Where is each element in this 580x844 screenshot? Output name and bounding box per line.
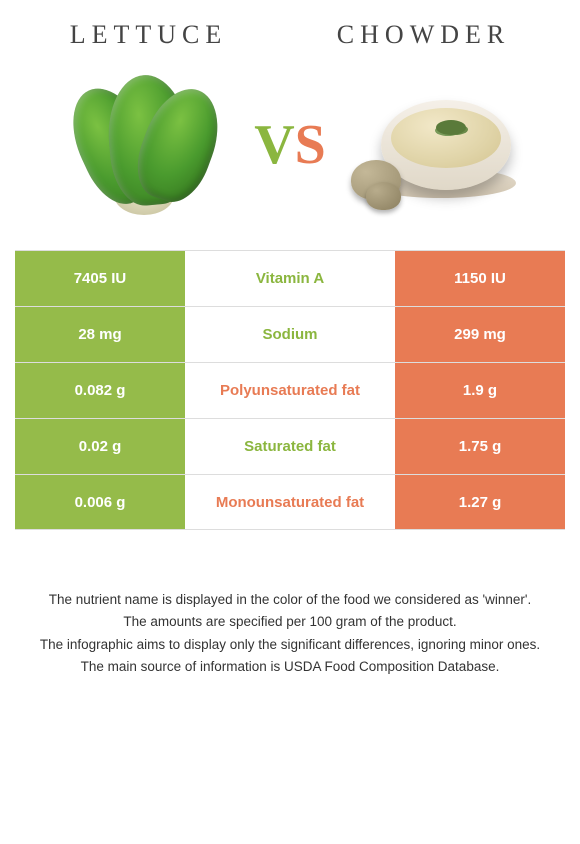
left-value: 0.02 g [15,419,185,474]
right-value: 1.75 g [395,419,565,474]
left-value: 0.082 g [15,363,185,418]
nutrient-table: 7405 IU Vitamin A 1150 IU 28 mg Sodium 2… [15,250,565,530]
footer-line: The amounts are specified per 100 gram o… [25,612,555,632]
table-row: 7405 IU Vitamin A 1150 IU [15,250,565,306]
right-value: 1.27 g [395,475,565,529]
vs-label: VS [254,117,326,173]
footer-line: The nutrient name is displayed in the co… [25,590,555,610]
nutrient-label: Sodium [185,307,395,362]
lettuce-image [64,70,234,220]
left-title: LETTUCE [70,20,228,50]
vs-v: V [254,114,294,176]
footer-line: The infographic aims to display only the… [25,635,555,655]
left-value: 7405 IU [15,251,185,306]
table-row: 0.02 g Saturated fat 1.75 g [15,418,565,474]
right-value: 1.9 g [395,363,565,418]
vs-row: VS [15,70,565,220]
nutrient-label: Monounsaturated fat [185,475,395,529]
table-row: 0.006 g Monounsaturated fat 1.27 g [15,474,565,530]
table-row: 28 mg Sodium 299 mg [15,306,565,362]
nutrient-label: Polyunsaturated fat [185,363,395,418]
right-value: 299 mg [395,307,565,362]
footer-line: The main source of information is USDA F… [25,657,555,677]
vs-s: S [295,114,326,176]
nutrient-label: Saturated fat [185,419,395,474]
right-title: CHOWDER [337,20,510,50]
nutrient-label: Vitamin A [185,251,395,306]
left-value: 0.006 g [15,475,185,529]
chowder-image [346,70,516,220]
footer-notes: The nutrient name is displayed in the co… [15,590,565,677]
table-row: 0.082 g Polyunsaturated fat 1.9 g [15,362,565,418]
right-value: 1150 IU [395,251,565,306]
header: LETTUCE CHOWDER [15,20,565,50]
left-value: 28 mg [15,307,185,362]
